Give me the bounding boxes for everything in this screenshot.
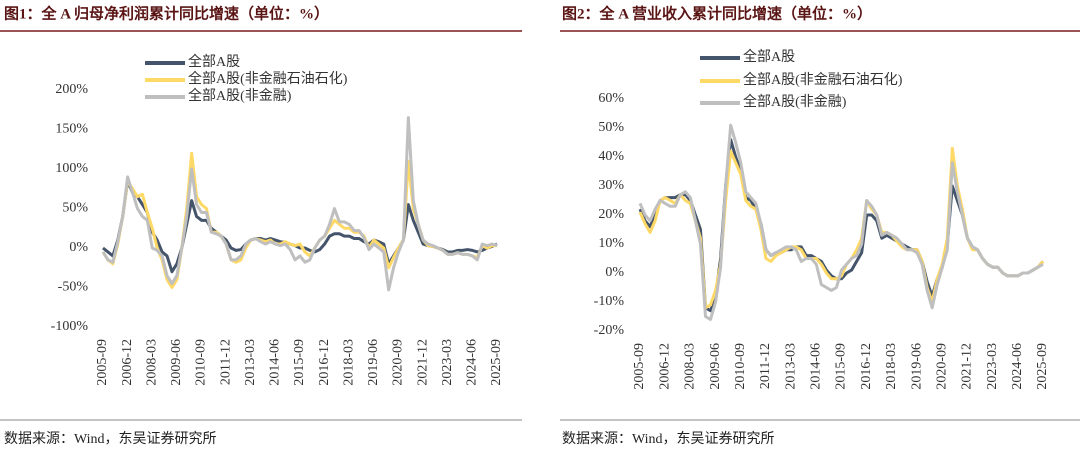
x-tick-label: 2020-09 — [391, 339, 406, 386]
x-tick-label: 2025-09 — [489, 339, 504, 386]
x-tick-label: 2008-03 — [144, 339, 159, 386]
source-note: 数据来源：Wind，东吴证券研究所 — [562, 431, 775, 447]
legend-label: 全部A股(非金融) — [188, 87, 292, 104]
x-tick-label: 2018-03 — [341, 339, 356, 386]
y-tick-label: 50% — [62, 201, 88, 216]
y-tick-label: 20% — [598, 207, 624, 222]
x-tick-label: 2016-12 — [859, 343, 874, 390]
x-tick-label: 2015-09 — [834, 343, 849, 390]
x-tick-label: 2015-09 — [292, 339, 307, 386]
x-tick-label: 2014-06 — [809, 343, 824, 390]
y-tick-label: 0% — [605, 265, 624, 280]
x-tick-label: 2006-12 — [120, 339, 135, 386]
x-tick-label: 2021-12 — [415, 339, 430, 386]
y-tick-label: 100% — [55, 161, 88, 176]
x-tick-label: 2019-06 — [366, 339, 381, 386]
x-tick-label: 2008-03 — [683, 343, 698, 390]
x-tick-label: 2014-06 — [268, 339, 283, 386]
x-tick-label: 2019-06 — [909, 343, 924, 390]
source-note: 数据来源：Wind，东吴证券研究所 — [4, 431, 217, 447]
legend-label: 全部A股(非金融) — [743, 93, 847, 110]
x-tick-label: 2023-03 — [440, 339, 455, 386]
x-tick-label: 2025-09 — [1035, 343, 1050, 390]
y-tick-label: 0% — [69, 240, 88, 255]
y-tick-label: 40% — [598, 149, 624, 164]
y-tick-label: -20% — [594, 323, 625, 338]
y-tick-label: 200% — [55, 82, 88, 97]
x-tick-label: 2021-12 — [960, 343, 975, 390]
legend-label: 全部A股(非金融石油石化) — [188, 70, 348, 87]
x-tick-label: 2005-09 — [632, 343, 647, 390]
x-tick-label: 2023-03 — [985, 343, 1000, 390]
x-tick-label: 2013-03 — [243, 339, 258, 386]
legend-label: 全部A股(非金融石油石化) — [743, 71, 903, 88]
y-tick-label: 50% — [598, 120, 624, 135]
x-tick-label: 2016-12 — [317, 339, 332, 386]
chart-title: 图2：全 A 营业收入累计同比增速（单位：%） — [562, 4, 872, 22]
x-tick-label: 2009-06 — [169, 339, 184, 386]
x-tick-label: 2005-09 — [95, 339, 110, 386]
chart-title: 图1：全 A 归母净利润累计同比增速（单位：%） — [4, 4, 329, 22]
y-tick-label: 10% — [598, 236, 624, 251]
x-tick-label: 2024-06 — [1010, 343, 1025, 390]
y-tick-label: -100% — [51, 319, 89, 334]
series-line — [638, 123, 1044, 321]
x-tick-label: 2018-03 — [884, 343, 899, 390]
x-tick-label: 2010-09 — [733, 343, 748, 390]
x-tick-label: 2011-12 — [218, 339, 233, 385]
x-tick-label: 2010-09 — [194, 339, 209, 386]
y-tick-label: 150% — [55, 122, 88, 137]
y-tick-label: 60% — [598, 91, 624, 106]
x-tick-label: 2024-06 — [465, 339, 480, 386]
y-tick-label: -50% — [58, 280, 89, 295]
legend-label: 全部A股 — [743, 48, 795, 65]
legend-label: 全部A股 — [188, 53, 240, 70]
y-tick-label: 30% — [598, 178, 624, 193]
y-tick-label: -10% — [594, 294, 625, 309]
x-tick-label: 2011-12 — [758, 343, 773, 389]
x-tick-label: 2006-12 — [657, 343, 672, 390]
x-tick-label: 2009-06 — [708, 343, 723, 390]
series-line — [101, 116, 498, 292]
x-tick-label: 2013-03 — [783, 343, 798, 390]
x-tick-label: 2020-09 — [934, 343, 949, 390]
